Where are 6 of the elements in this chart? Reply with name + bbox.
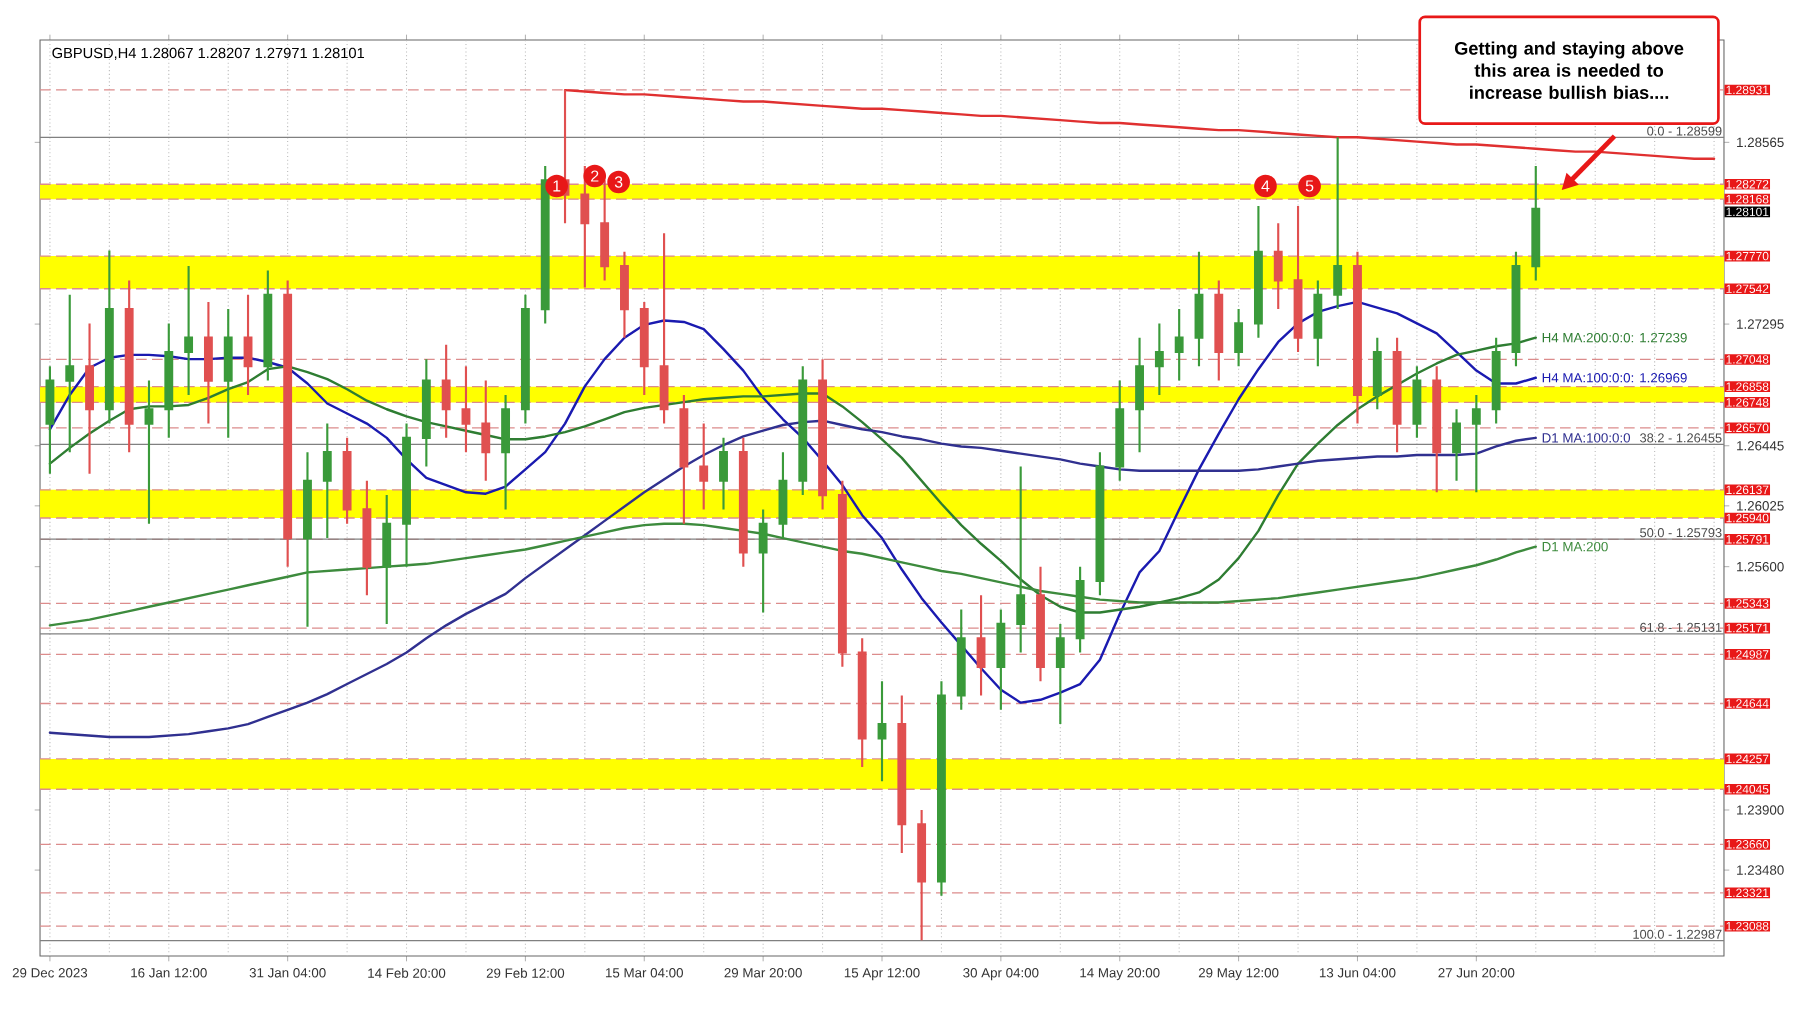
annotation: 1 <box>553 180 561 192</box>
annotation: 3 <box>614 176 623 188</box>
annotation: 4 <box>1261 180 1270 192</box>
annotation: Getting and staying above this area is needed to increase bullish bias.... <box>1454 41 1684 100</box>
annotation: 5 <box>1305 180 1314 192</box>
annotation: 2 <box>591 170 599 182</box>
